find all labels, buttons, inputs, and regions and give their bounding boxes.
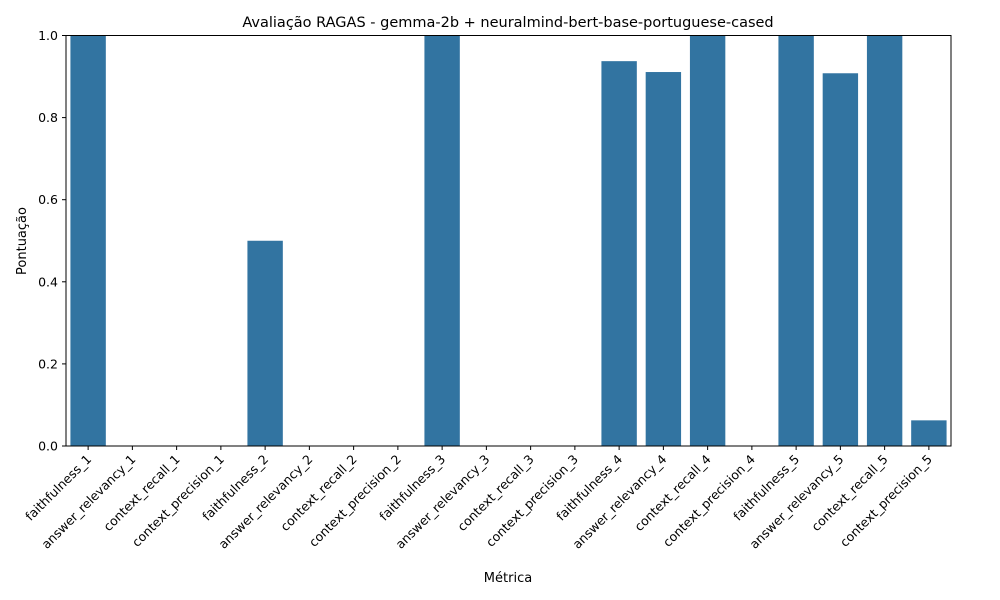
bar-context-recall-5 bbox=[866, 35, 903, 446]
bars-group bbox=[70, 35, 947, 447]
y-tick-label: 0.8 bbox=[38, 110, 58, 125]
x-tick-label: context_recall_1 bbox=[100, 452, 182, 534]
bar-answer-relevancy-5 bbox=[822, 73, 859, 447]
bar-faithfulness-4 bbox=[601, 61, 637, 446]
bar-faithfulness-2 bbox=[247, 240, 283, 446]
y-tick-label: 0.4 bbox=[38, 274, 58, 289]
y-axis-label: Pontuação bbox=[15, 207, 30, 275]
bar-context-recall-4 bbox=[689, 35, 726, 446]
y-axis: 0.0 0.2 0.4 0.6 0.8 1.0 bbox=[38, 28, 66, 454]
bar-faithfulness-5 bbox=[778, 35, 814, 446]
bar-context-precision-5 bbox=[911, 420, 947, 446]
x-tick-label: context_recall_5 bbox=[808, 452, 890, 534]
x-tick-label: context_recall_2 bbox=[277, 452, 359, 534]
bar-answer-relevancy-4 bbox=[645, 72, 682, 447]
bar-faithfulness-3 bbox=[424, 35, 460, 446]
x-axis-label: Métrica bbox=[484, 571, 532, 586]
x-axis: faithfulness_1answer_relevancy_1context_… bbox=[22, 446, 935, 552]
x-tick-label: context_recall_4 bbox=[631, 451, 713, 533]
bar-faithfulness-1 bbox=[70, 35, 106, 446]
x-tick-label: context_recall_3 bbox=[454, 452, 536, 534]
y-tick-label: 0.0 bbox=[38, 439, 58, 454]
y-tick-label: 0.6 bbox=[38, 192, 58, 207]
chart-title: Avaliação RAGAS - gemma-2b + neuralmind-… bbox=[242, 15, 773, 31]
y-tick-label: 1.0 bbox=[38, 28, 58, 43]
y-tick-label: 0.2 bbox=[38, 356, 58, 371]
plot-frame bbox=[65, 35, 952, 447]
